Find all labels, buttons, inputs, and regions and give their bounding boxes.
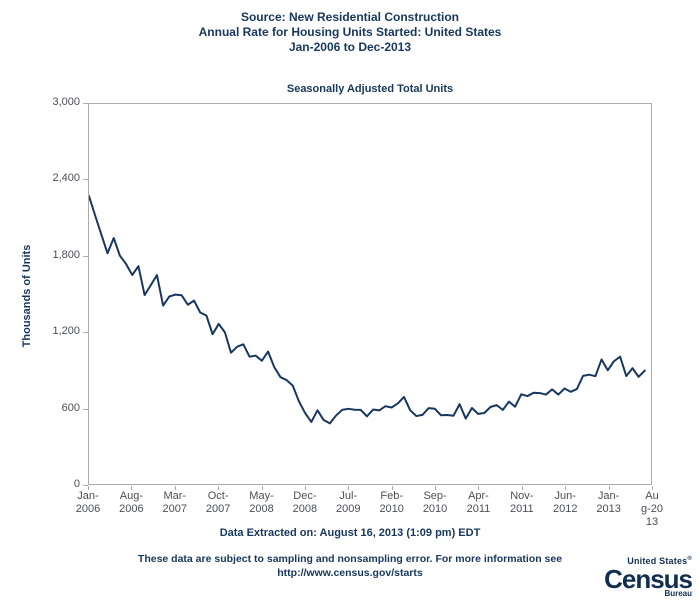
y-tick-mark [83,485,88,486]
logo-bureau-text: Bureau [664,589,692,598]
x-tick-label: Feb- 2010 [379,490,404,515]
logo-united-states-text: United States [627,556,688,566]
footer-disclaimer: These data are subject to sampling and n… [0,552,700,580]
x-tick-label: Dec- 2008 [292,490,318,515]
y-tick-mark [83,179,88,181]
y-tick-label: 3,000 [52,96,80,108]
x-tick-mark [391,486,393,490]
chart-subtitle: Seasonally Adjusted Total Units [286,83,454,95]
y-tick-mark [83,332,88,334]
data-extracted-note: Data Extracted on: August 16, 2013 (1:09… [219,527,481,539]
y-tick-mark [83,103,88,104]
x-tick-label: Oct- 2007 [205,490,231,515]
plot-area [88,103,652,485]
x-tick-mark [608,486,610,490]
x-tick-mark [261,486,263,490]
x-tick-mark [565,486,567,490]
line-series-svg [89,195,646,425]
y-tick-label: 1,800 [52,248,80,261]
x-tick-label: Jul- 2009 [336,490,361,515]
x-tick-mark [304,486,306,490]
x-tick-mark [435,486,437,490]
disclaimer-text: These data are subject to sampling and n… [137,553,563,565]
x-tick-mark [348,486,350,490]
x-tick-label: Jun- 2012 [552,490,578,515]
x-tick-label: Jan- 2013 [596,490,621,515]
title-line-subject: Annual Rate for Housing Units Started: U… [198,25,502,39]
x-tick-mark [218,486,220,490]
y-tick-label: 1,200 [52,325,80,338]
x-tick-mark [131,486,133,490]
x-tick-label: Jan- 2006 [75,490,101,515]
title-line-range: Jan-2006 to Dec-2013 [288,40,412,54]
x-tick-mark [174,486,176,490]
x-tick-label: Nov- 2011 [510,490,534,515]
y-tick-label: 0 [73,478,80,490]
y-tick-mark [83,255,88,257]
logo-census-wordmark: Census [604,564,693,594]
x-tick-label: May- 2008 [249,490,274,515]
x-tick-mark [88,486,89,490]
logo-united-states: United States® [592,556,692,566]
x-tick-label: Sep- 2010 [422,490,448,515]
y-tick-label: 600 [61,401,80,414]
x-tick-mark [478,486,480,490]
registered-mark-icon: ® [687,556,692,562]
x-tick-mark [521,486,523,490]
x-tick-label: Au g-20 13 [640,490,664,528]
title-line-source: Source: New Residential Construction [240,10,460,24]
x-tick-label: Apr- 2011 [466,490,491,515]
x-tick-label: Aug- 2006 [119,490,144,515]
x-tick-mark [652,486,653,490]
housing-starts-line [89,195,646,425]
x-tick-label: Mar- 2007 [162,490,187,515]
census-url-link[interactable]: http://www.census.gov/starts [277,567,423,579]
y-tick-mark [83,408,88,410]
y-tick-label: 2,400 [52,172,80,185]
chart-header: Source: New Residential Construction Ann… [0,10,700,55]
census-bureau-logo: United States® Census Bureau [592,556,693,598]
